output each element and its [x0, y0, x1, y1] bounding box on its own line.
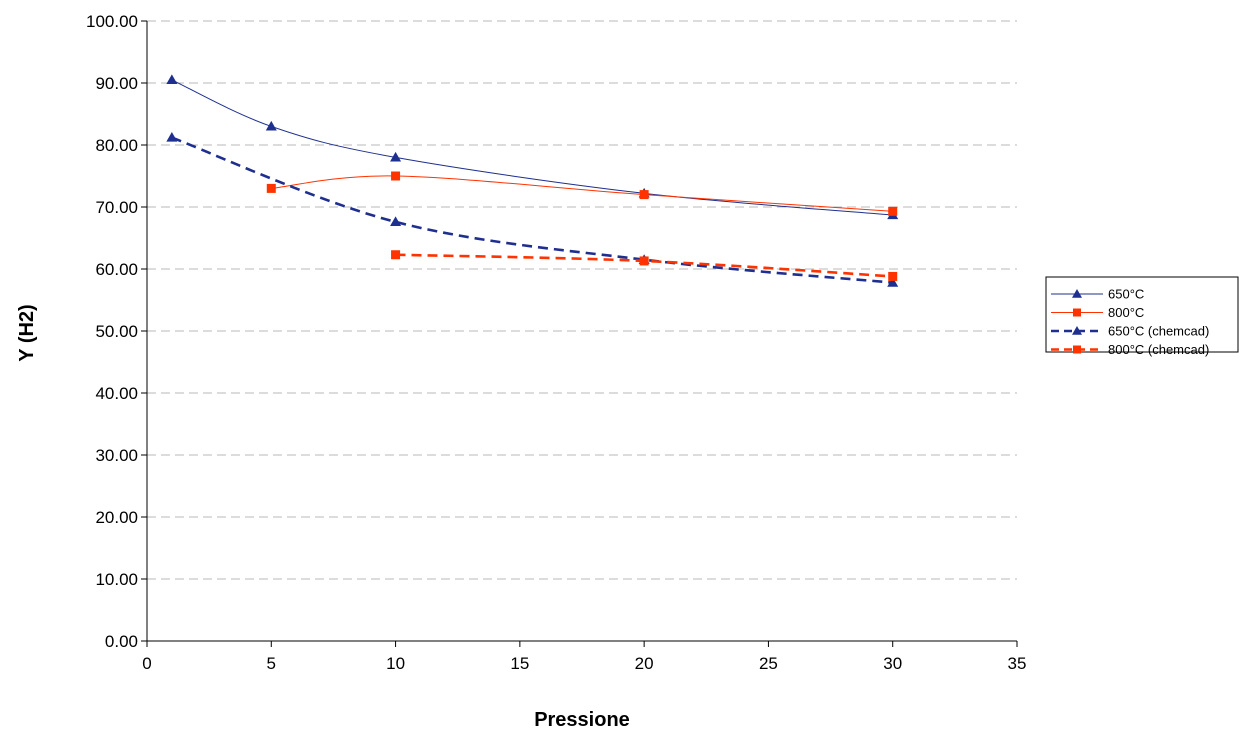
y-tick-label: 80.00 [95, 136, 138, 155]
x-tick-label: 20 [635, 654, 654, 673]
y-tick-label: 40.00 [95, 384, 138, 403]
x-tick-label: 15 [510, 654, 529, 673]
y-tick-label: 50.00 [95, 322, 138, 341]
legend-label: 800°C (chemcad) [1108, 342, 1209, 357]
data-point [390, 216, 402, 227]
legend-item: 650°C (chemcad) [1051, 324, 1209, 339]
data-point [166, 132, 178, 142]
y-axis-title: Y (H2) [16, 304, 38, 361]
data-point [639, 190, 649, 200]
x-tick-label: 25 [759, 654, 778, 673]
data-point [166, 74, 178, 85]
data-point [265, 120, 277, 131]
series-650-c [166, 74, 899, 220]
y-tick-label: 100.00 [86, 12, 138, 31]
gridlines [147, 20, 1017, 580]
y-tick-label: 90.00 [95, 74, 138, 93]
legend-item: 650°C [1051, 287, 1144, 302]
data-point [266, 183, 276, 193]
data-point [888, 271, 898, 281]
legend-swatch-marker [1072, 289, 1082, 298]
series-650-c-chemcad [166, 132, 899, 287]
x-tick-label: 10 [386, 654, 405, 673]
series-line [171, 136, 893, 284]
legend-swatch-marker [1073, 345, 1081, 354]
x-tick-label: 30 [883, 654, 902, 673]
legend-item: 800°C [1051, 305, 1144, 320]
axes [141, 20, 1018, 647]
series-line [171, 79, 893, 216]
series-800-c-chemcad [391, 250, 898, 281]
data-point [391, 171, 401, 181]
x-tick-label: 0 [142, 654, 151, 673]
y-tick-label: 0.00 [105, 632, 138, 651]
legend-swatch-marker [1072, 326, 1082, 335]
legend-label: 800°C [1108, 305, 1144, 320]
data-point [639, 256, 649, 266]
legend-item: 800°C (chemcad) [1051, 342, 1209, 357]
legend: 650°C 800°C 650°C (chemcad) 800°C (chemcad) [1045, 276, 1239, 357]
data-point [390, 151, 402, 162]
y-tick-label: 70.00 [95, 198, 138, 217]
y-tick-label: 60.00 [95, 260, 138, 279]
legend-label: 650°C (chemcad) [1108, 324, 1209, 339]
plot-area [166, 74, 899, 287]
data-point [391, 250, 401, 260]
y-tick-label: 30.00 [95, 446, 138, 465]
legend-label: 650°C [1108, 287, 1144, 302]
data-point [887, 277, 899, 287]
data-point [888, 206, 898, 216]
y-tick-label: 20.00 [95, 508, 138, 527]
tick-labels: 0.00 10.00 20.00 30.00 40.00 50.00 60.00 70.00 8… [86, 12, 1026, 673]
series-line [271, 175, 893, 212]
legend-swatch-marker [1073, 308, 1081, 317]
x-tick-label: 5 [267, 654, 276, 673]
y-tick-label: 10.00 [95, 570, 138, 589]
series-800-c [266, 171, 898, 216]
x-axis-title: Pressione [534, 709, 630, 731]
x-tick-label: 35 [1008, 654, 1027, 673]
